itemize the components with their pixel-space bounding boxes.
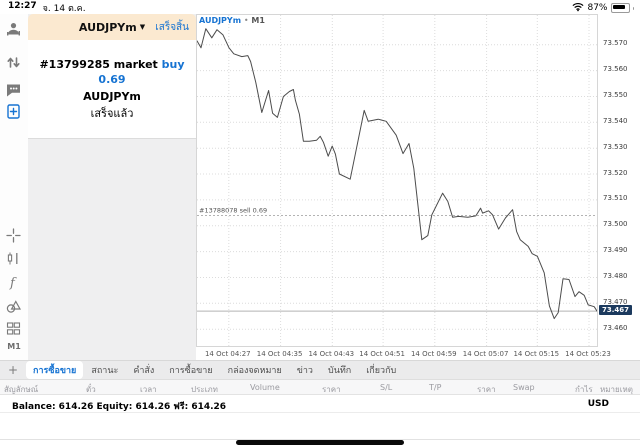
symbol-selector[interactable]: AUDJPYm ▼ bbox=[28, 14, 196, 40]
clock: 12:27 bbox=[8, 1, 37, 11]
price-tick-label: 73.510 bbox=[603, 194, 628, 203]
divider bbox=[0, 439, 640, 440]
tab-5[interactable]: กล่องจดหมาย bbox=[227, 366, 282, 376]
tab-8[interactable]: เกี่ยวกับ bbox=[366, 366, 397, 376]
tab-7[interactable]: บันทึก bbox=[327, 366, 352, 376]
chart-symbol: AUDJPYm bbox=[199, 16, 242, 25]
bottom-tab-bar: + การซื้อขาย สถานะ คำสั่ง การซื้อขาย กล่องจด… bbox=[0, 360, 640, 380]
order-id-line: #13799285 market buy 0.69 bbox=[28, 57, 196, 87]
bottom-chrome bbox=[0, 413, 640, 447]
column-header-12: หมายเหตุ bbox=[600, 385, 633, 394]
price-tick-label: 73.500 bbox=[603, 220, 628, 229]
balance-summary: Balance: 614.26 Equity: 614.26 ฟรี: 614.… bbox=[12, 402, 227, 412]
tab-6[interactable]: ข่าว bbox=[296, 366, 313, 376]
price-tick-label: 73.530 bbox=[603, 142, 628, 151]
positions-table-header: สัญลักษณ์ ตั๋ว เวลา ประเภท Volume ราคา S/L T/P ร… bbox=[0, 380, 640, 395]
status-bar: 12:27 จ. 14 ต.ค. 87% bbox=[0, 0, 640, 14]
chart-panel: #13788078 sell 0.69 AUDJPYm • M1 73.467 … bbox=[196, 14, 640, 360]
time-tick-label: 14 Oct 04:43 bbox=[308, 350, 355, 358]
battery-percent: 87% bbox=[587, 3, 608, 13]
tab-2[interactable]: สถานะ bbox=[91, 366, 119, 376]
svg-text:f: f bbox=[9, 276, 17, 291]
column-header-5: Volume bbox=[250, 383, 280, 392]
order-panel-header: AUDJPYm ▼ เสร็จสิ้น bbox=[28, 14, 196, 41]
price-axis[interactable]: 73.467 73.570 73.560 73.550 73.540 73.530 73.… bbox=[598, 14, 640, 347]
home-indicator[interactable] bbox=[236, 440, 404, 445]
price-tick-label: 73.550 bbox=[603, 90, 628, 99]
price-tick-label: 73.470 bbox=[603, 297, 628, 306]
price-tick-label: 73.480 bbox=[603, 271, 628, 280]
chart-timeframe: M1 bbox=[251, 16, 265, 25]
column-header-4: ประเภท bbox=[191, 385, 218, 394]
column-header-2: ตั๋ว bbox=[86, 385, 96, 394]
wifi-icon bbox=[572, 1, 584, 15]
order-buy-volume: buy 0.69 bbox=[98, 58, 185, 86]
time-tick-label: 14 Oct 04:27 bbox=[204, 350, 251, 358]
price-tick-label: 73.490 bbox=[603, 246, 628, 255]
time-tick-label: 14 Oct 04:35 bbox=[256, 350, 303, 358]
column-header-6: ราคา bbox=[322, 385, 341, 394]
price-tick-label: 73.560 bbox=[603, 65, 628, 74]
chat-icon[interactable] bbox=[5, 81, 22, 98]
time-tick-label: 14 Oct 05:23 bbox=[565, 350, 611, 358]
column-header-1: สัญลักษณ์ bbox=[4, 385, 39, 394]
chart-title-separator: • bbox=[243, 16, 249, 25]
tab-4[interactable]: การซื้อขาย bbox=[169, 366, 213, 376]
order-status: เสร็จแล้ว bbox=[90, 107, 134, 120]
crosshair-icon[interactable] bbox=[5, 227, 22, 244]
time-tick-label: 14 Oct 04:59 bbox=[410, 350, 457, 358]
order-result-panel: AUDJPYm ▼ เสร็จสิ้น #13799285 market buy… bbox=[28, 14, 196, 360]
price-tick-label: 73.520 bbox=[603, 168, 628, 177]
account-currency: USD bbox=[587, 399, 609, 409]
trade-icon[interactable] bbox=[5, 54, 22, 71]
column-header-7: S/L bbox=[380, 383, 393, 392]
column-header-8: T/P bbox=[429, 383, 442, 392]
windows-icon[interactable] bbox=[5, 320, 22, 337]
done-button[interactable]: เสร็จสิ้น bbox=[155, 22, 189, 33]
battery-icon bbox=[610, 3, 630, 13]
symbol-selector-label: AUDJPYm bbox=[78, 20, 137, 34]
sidebar-toolbar: M1 f bbox=[0, 14, 29, 360]
indicators-icon[interactable]: f bbox=[5, 274, 22, 291]
chevron-down-icon: ▼ bbox=[139, 23, 146, 31]
timeframe-label[interactable]: M1 bbox=[7, 342, 21, 351]
tab-3[interactable]: คำสั่ง bbox=[133, 366, 155, 376]
new-order-icon[interactable] bbox=[5, 103, 22, 120]
order-id-text: #13799285 market bbox=[39, 58, 162, 71]
battery-tip bbox=[632, 6, 634, 10]
price-tick-label: 73.570 bbox=[603, 39, 628, 48]
tab-1[interactable]: การซื้อขาย bbox=[26, 361, 84, 379]
time-tick-label: 14 Oct 05:15 bbox=[513, 350, 560, 358]
status-date: จ. 14 ต.ค. bbox=[42, 4, 86, 14]
chart-title[interactable]: AUDJPYm • M1 bbox=[199, 16, 265, 25]
objects-icon[interactable] bbox=[5, 298, 22, 315]
time-tick-label: 14 Oct 05:07 bbox=[462, 350, 509, 358]
time-axis[interactable]: 14 Oct 04:27 14 Oct 04:35 14 Oct 04:43 14 O… bbox=[196, 347, 611, 360]
add-symbol-button[interactable]: + bbox=[7, 363, 19, 377]
column-header-10: Swap bbox=[513, 383, 535, 392]
chart-canvas: #13788078 sell 0.69 bbox=[197, 15, 597, 346]
order-symbol: AUDJPYm bbox=[83, 90, 141, 103]
order-confirmation-card: #13799285 market buy 0.69 AUDJPYm เสร็จแ… bbox=[28, 40, 196, 139]
price-tick-label: 73.540 bbox=[603, 116, 628, 125]
column-header-9: ราคา bbox=[477, 385, 496, 394]
time-tick-label: 14 Oct 04:51 bbox=[359, 350, 405, 358]
column-header-11: กำไร bbox=[575, 385, 593, 394]
price-chart[interactable]: #13788078 sell 0.69 bbox=[196, 14, 598, 347]
svg-text:#13788078 sell 0.69: #13788078 sell 0.69 bbox=[199, 206, 267, 214]
column-header-3: เวลา bbox=[140, 385, 157, 394]
price-tick-label: 73.460 bbox=[603, 323, 628, 332]
quotes-icon[interactable] bbox=[5, 21, 22, 38]
chart-type-icon[interactable] bbox=[5, 250, 22, 267]
account-summary-bar: Balance: 614.26 Equity: 614.26 ฟรี: 614.… bbox=[0, 395, 640, 413]
current-price-badge: 73.467 bbox=[599, 305, 633, 316]
